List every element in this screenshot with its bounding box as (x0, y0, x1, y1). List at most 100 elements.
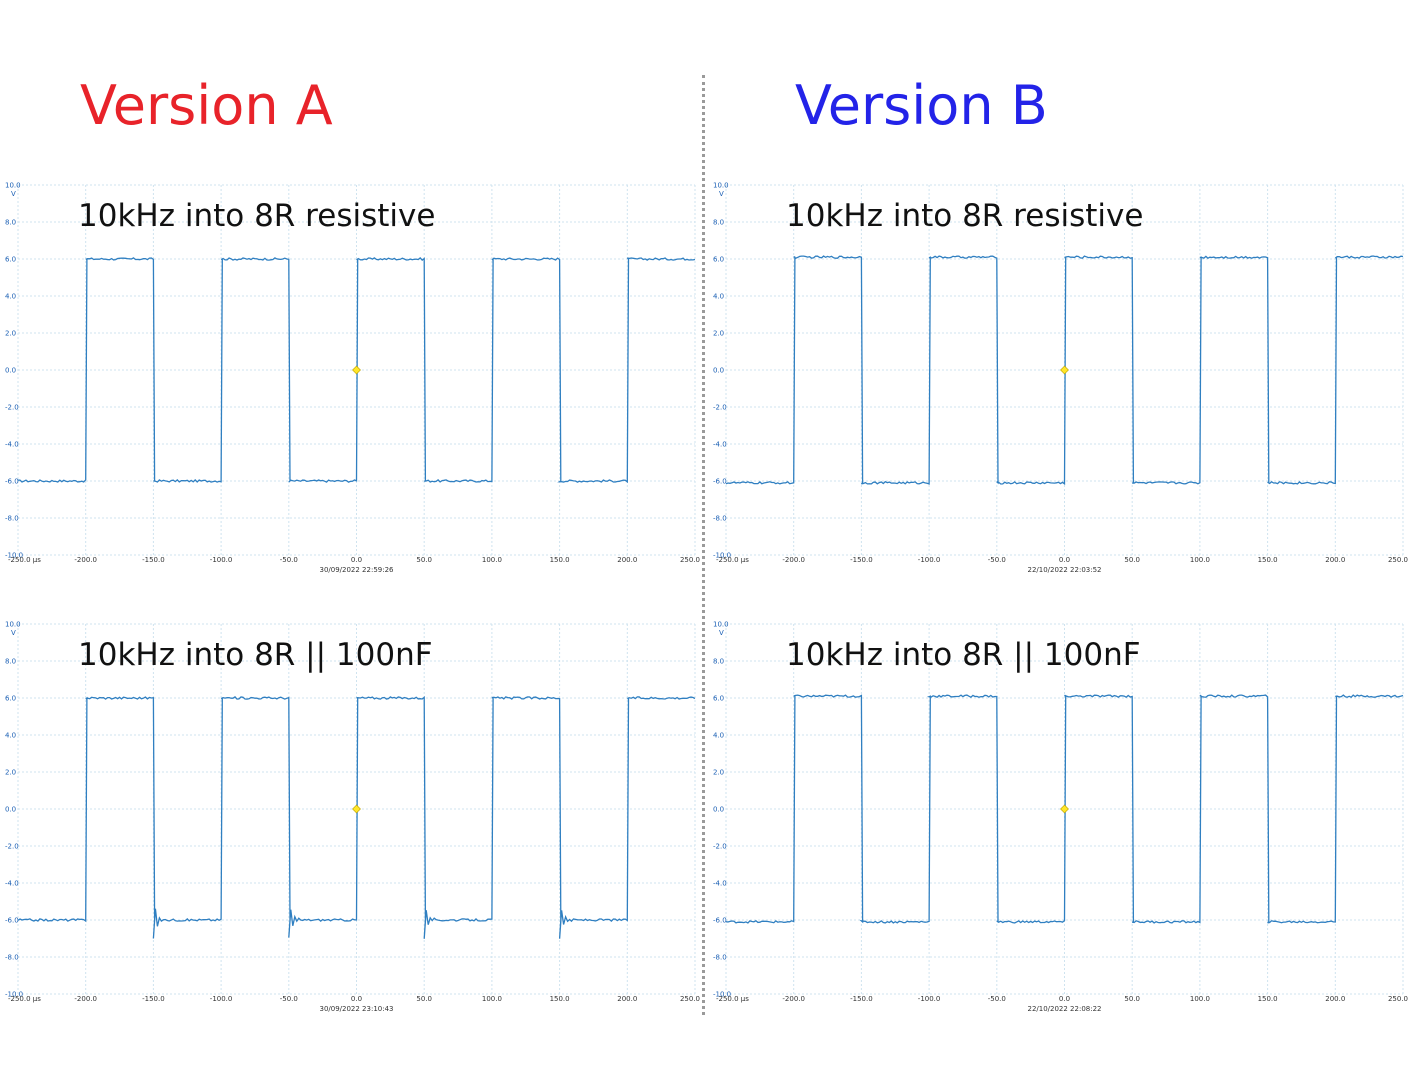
x-tick-label: 150.0 (550, 995, 570, 1003)
y-tick-label: -10.0 (713, 991, 731, 999)
scope-panel-version-a-capacitive: 10.0 8.0 6.0 4.0 2.0 0.0 -2.0 -4.0 -6.0 -8.0 -10.0… (0, 619, 704, 1039)
timestamp-label: 22/10/2022 22:08:22 (1027, 1005, 1101, 1013)
x-tick-label: -150.0 (142, 556, 165, 564)
x-tick-label: 100.0 (482, 995, 502, 1003)
y-tick-label: 2.0 (5, 769, 16, 777)
scope-panel-version-a-resistive: 10.0 8.0 6.0 4.0 2.0 0.0 -2.0 -4.0 -6.0 -8.0 -10.0… (0, 180, 704, 600)
y-tick-label: 4.0 (5, 732, 16, 740)
x-tick-label: 200.0 (617, 556, 637, 564)
signal-trace (725, 255, 1404, 486)
x-tick-label: 0.0 (351, 995, 362, 1003)
y-tick-label: 0.0 (713, 806, 724, 814)
y-tick-label: -2.0 (713, 404, 727, 412)
column-divider (702, 75, 705, 1015)
y-tick-label: -2.0 (5, 404, 19, 412)
y-unit-label: V (719, 190, 724, 198)
x-tick-label: -50.0 (988, 556, 1006, 564)
x-tick-label: -150.0 (850, 556, 873, 564)
y-tick-label: 8.0 (5, 219, 16, 227)
scope-plot: 10.0 8.0 6.0 4.0 2.0 0.0 -2.0 -4.0 -6.0 -8.0 -10.0… (713, 182, 1408, 575)
y-tick-label: -6.0 (713, 478, 727, 486)
scope-plot: 10.0 8.0 6.0 4.0 2.0 0.0 -2.0 -4.0 -6.0 -8.0 -10.0… (713, 621, 1408, 1014)
x-tick-label: 100.0 (1190, 995, 1210, 1003)
x-tick-label: 0.0 (1059, 995, 1070, 1003)
y-tick-label: -6.0 (5, 478, 19, 486)
timestamp-label: 30/09/2022 23:10:43 (319, 1005, 393, 1013)
y-tick-label: 4.0 (713, 293, 724, 301)
panel-label: 10kHz into 8R || 100nF (78, 637, 433, 673)
x-tick-label: -200.0 (782, 556, 805, 564)
y-tick-label: -4.0 (5, 880, 19, 888)
x-tick-label: 150.0 (550, 556, 570, 564)
x-tick-label: 250.0 (680, 995, 700, 1003)
x-tick-label: -150.0 (142, 995, 165, 1003)
x-tick-label: -100.0 (210, 995, 233, 1003)
y-tick-label: 6.0 (5, 256, 16, 264)
y-tick-label: 0.0 (713, 367, 724, 375)
timestamp-label: 22/10/2022 22:03:52 (1027, 566, 1101, 574)
x-tick-label: 250.0 (1388, 995, 1408, 1003)
x-tick-label: -250.0 µs (716, 995, 749, 1003)
trigger-marker (352, 804, 361, 814)
x-tick-label: 50.0 (416, 995, 432, 1003)
y-tick-label: 0.0 (5, 367, 16, 375)
x-tick-label: 200.0 (1325, 995, 1345, 1003)
x-tick-label: -150.0 (850, 995, 873, 1003)
x-tick-label: 50.0 (1124, 995, 1140, 1003)
y-tick-label: -2.0 (5, 843, 19, 851)
y-tick-label: 10.0 (713, 621, 729, 629)
x-tick-label: 250.0 (1388, 556, 1408, 564)
x-tick-label: 200.0 (1325, 556, 1345, 564)
scope-panel-version-b-resistive: 10.0 8.0 6.0 4.0 2.0 0.0 -2.0 -4.0 -6.0 -8.0 -10.0… (708, 180, 1412, 600)
x-tick-label: -100.0 (918, 556, 941, 564)
x-tick-label: -250.0 µs (716, 556, 749, 564)
y-tick-label: 10.0 (5, 182, 21, 190)
y-unit-label: V (11, 190, 16, 198)
x-tick-label: 200.0 (617, 995, 637, 1003)
panel-label: 10kHz into 8R || 100nF (786, 637, 1141, 673)
y-tick-label: -8.0 (5, 954, 19, 962)
x-tick-label: -200.0 (74, 556, 97, 564)
y-tick-label: -4.0 (5, 441, 19, 449)
x-tick-label: 50.0 (416, 556, 432, 564)
y-unit-label: V (11, 629, 16, 637)
y-tick-label: -10.0 (713, 552, 731, 560)
y-tick-label: 6.0 (713, 695, 724, 703)
y-tick-label: 8.0 (5, 658, 16, 666)
y-tick-label: -6.0 (713, 917, 727, 925)
x-tick-label: 100.0 (1190, 556, 1210, 564)
x-tick-label: -50.0 (280, 995, 298, 1003)
y-tick-label: -10.0 (5, 991, 23, 999)
x-tick-label: -200.0 (74, 995, 97, 1003)
x-tick-label: -50.0 (988, 995, 1006, 1003)
trigger-marker (352, 365, 361, 375)
y-tick-label: -8.0 (713, 954, 727, 962)
x-tick-label: -100.0 (210, 556, 233, 564)
y-tick-label: 8.0 (713, 658, 724, 666)
x-tick-label: -250.0 µs (8, 556, 41, 564)
scope-plot: 10.0 8.0 6.0 4.0 2.0 0.0 -2.0 -4.0 -6.0 -8.0 -10.0… (5, 182, 700, 575)
x-tick-label: 50.0 (1124, 556, 1140, 564)
timestamp-label: 30/09/2022 22:59:26 (319, 566, 394, 574)
y-tick-label: 2.0 (713, 769, 724, 777)
x-tick-label: 150.0 (1258, 556, 1278, 564)
scope-panel-version-b-capacitive: 10.0 8.0 6.0 4.0 2.0 0.0 -2.0 -4.0 -6.0 -8.0 -10.0… (708, 619, 1412, 1039)
x-tick-label: -200.0 (782, 995, 805, 1003)
trigger-marker (1060, 365, 1069, 375)
y-tick-label: 0.0 (5, 806, 16, 814)
y-tick-label: 6.0 (713, 256, 724, 264)
y-tick-label: -10.0 (5, 552, 23, 560)
x-tick-label: -250.0 µs (8, 995, 41, 1003)
y-tick-label: 8.0 (713, 219, 724, 227)
y-tick-label: -4.0 (713, 441, 727, 449)
y-tick-label: 2.0 (713, 330, 724, 338)
y-tick-label: 10.0 (713, 182, 729, 190)
y-tick-label: 2.0 (5, 330, 16, 338)
x-tick-label: 150.0 (1258, 995, 1278, 1003)
version-b-title: Version B (795, 74, 1048, 137)
y-tick-label: -2.0 (713, 843, 727, 851)
y-tick-label: -4.0 (713, 880, 727, 888)
y-tick-label: 6.0 (5, 695, 16, 703)
x-tick-label: -100.0 (918, 995, 941, 1003)
signal-trace (725, 694, 1404, 924)
